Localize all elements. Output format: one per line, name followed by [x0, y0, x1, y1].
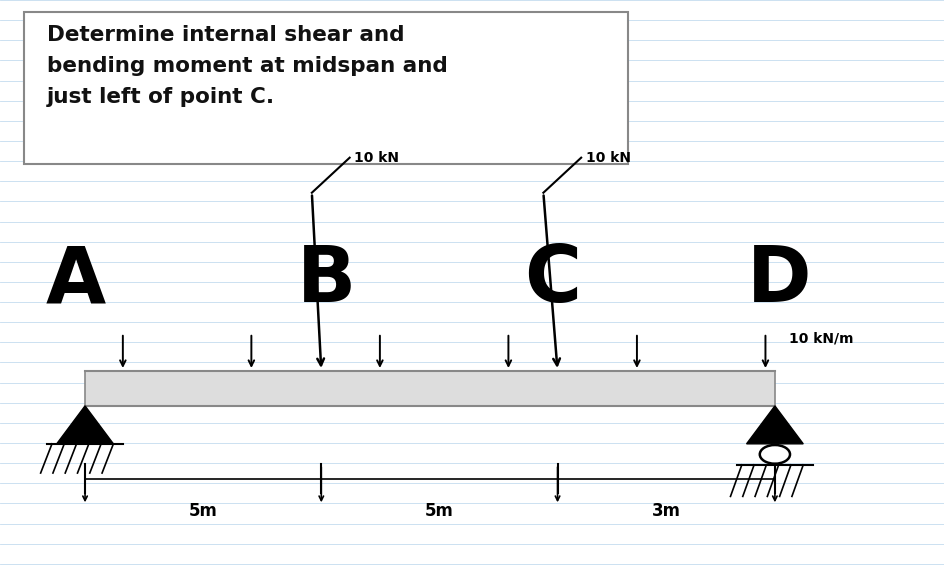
Text: 10 kN: 10 kN — [585, 151, 631, 165]
Text: 10 kN/m: 10 kN/m — [788, 332, 852, 346]
Text: D: D — [747, 242, 811, 318]
Bar — [85, 371, 774, 406]
Polygon shape — [746, 406, 802, 444]
Text: 5m: 5m — [189, 502, 217, 520]
Text: A: A — [45, 242, 106, 318]
Text: 5m: 5m — [425, 502, 453, 520]
Polygon shape — [57, 406, 113, 444]
Text: B: B — [296, 242, 355, 318]
Bar — [24, 12, 628, 164]
Text: 3m: 3m — [651, 502, 680, 520]
Text: C: C — [524, 242, 581, 318]
Text: Determine internal shear and
bending moment at midspan and
just left of point C.: Determine internal shear and bending mom… — [47, 25, 447, 107]
Text: 10 kN: 10 kN — [354, 151, 399, 165]
